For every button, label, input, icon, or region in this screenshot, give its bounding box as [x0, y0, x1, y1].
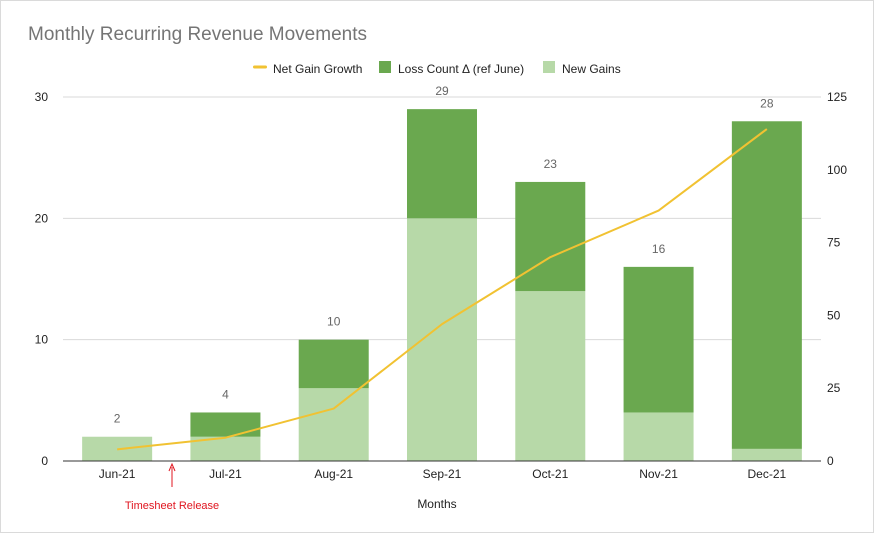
bar-total-nov-21: 16 [652, 242, 666, 256]
bar-loss-count-ref-june-jul-21 [190, 412, 261, 437]
y2-tick-label: 50 [827, 308, 841, 322]
x-tick-aug-21: Aug-21 [314, 467, 353, 481]
x-tick-dec-21: Dec-21 [748, 467, 787, 481]
annotation-arrow-head [168, 462, 176, 472]
y-tick-label: 20 [35, 211, 49, 225]
y2-tick-label: 75 [827, 236, 841, 250]
chart-title: Monthly Recurring Revenue Movements [28, 24, 367, 45]
bar-total-jun-21: 2 [114, 412, 121, 426]
x-tick-sep-21: Sep-21 [423, 467, 462, 481]
legend: Net Gain Growth Loss Count Δ (ref June) … [253, 61, 621, 76]
y2-tick-label: 25 [827, 381, 841, 395]
x-tick-jul-21: Jul-21 [209, 467, 242, 481]
bar-new-gains-aug-21 [298, 388, 369, 461]
y2-tick-label: 0 [827, 454, 834, 468]
bar-loss-count-ref-june-dec-21 [731, 121, 802, 449]
y-tick-label: 10 [35, 333, 49, 347]
annotation-timesheet-release: Timesheet Release [125, 462, 219, 512]
legend-label-new-gains: New Gains [562, 62, 621, 76]
bar-loss-count-ref-june-aug-21 [298, 339, 369, 389]
legend-swatch-new-gains [543, 61, 555, 73]
bar-loss-count-ref-june-oct-21 [515, 181, 586, 292]
y2-tick-label: 100 [827, 163, 847, 177]
line-series [117, 128, 768, 451]
bar-total-labels: 2 4 10 29 23 16 28 [114, 84, 774, 426]
x-tick-jun-21: Jun-21 [99, 467, 136, 481]
bar-total-jul-21: 4 [222, 387, 229, 401]
x-tick-nov-21: Nov-21 [639, 467, 678, 481]
bar-total-oct-21: 23 [544, 157, 558, 171]
y-axis-left-ticks: 0 10 20 30 [35, 90, 49, 468]
y-tick-label: 30 [35, 90, 49, 104]
bar-new-gains-sep-21 [407, 218, 477, 461]
legend-swatch-net-gain-growth [253, 65, 267, 69]
bar-series [82, 109, 802, 461]
x-axis-title: Months [417, 497, 456, 511]
bar-loss-count-ref-june-nov-21 [623, 266, 694, 413]
bar-new-gains-nov-21 [623, 412, 694, 461]
annotation-label: Timesheet Release [125, 500, 219, 512]
y-axis-right-ticks: 0 25 50 75 100 125 [827, 90, 847, 468]
bar-total-sep-21: 29 [435, 84, 449, 98]
bar-new-gains-oct-21 [515, 291, 586, 461]
y-tick-label: 0 [41, 454, 48, 468]
legend-label-loss-count: Loss Count Δ (ref June) [398, 62, 524, 76]
x-tick-oct-21: Oct-21 [532, 467, 568, 481]
bar-total-aug-21: 10 [327, 315, 341, 329]
bar-loss-count-ref-june-sep-21 [407, 109, 477, 219]
bar-new-gains-dec-21 [731, 448, 802, 461]
x-axis-ticks: Jun-21 Jul-21 Aug-21 Sep-21 Oct-21 Nov-21 Dec-… [99, 467, 787, 481]
legend-swatch-loss-count [379, 61, 391, 73]
y2-tick-label: 125 [827, 90, 847, 104]
line-net-gain-growth [117, 128, 768, 451]
legend-label-net-gain-growth: Net Gain Growth [273, 62, 362, 76]
bar-total-dec-21: 28 [760, 96, 774, 110]
